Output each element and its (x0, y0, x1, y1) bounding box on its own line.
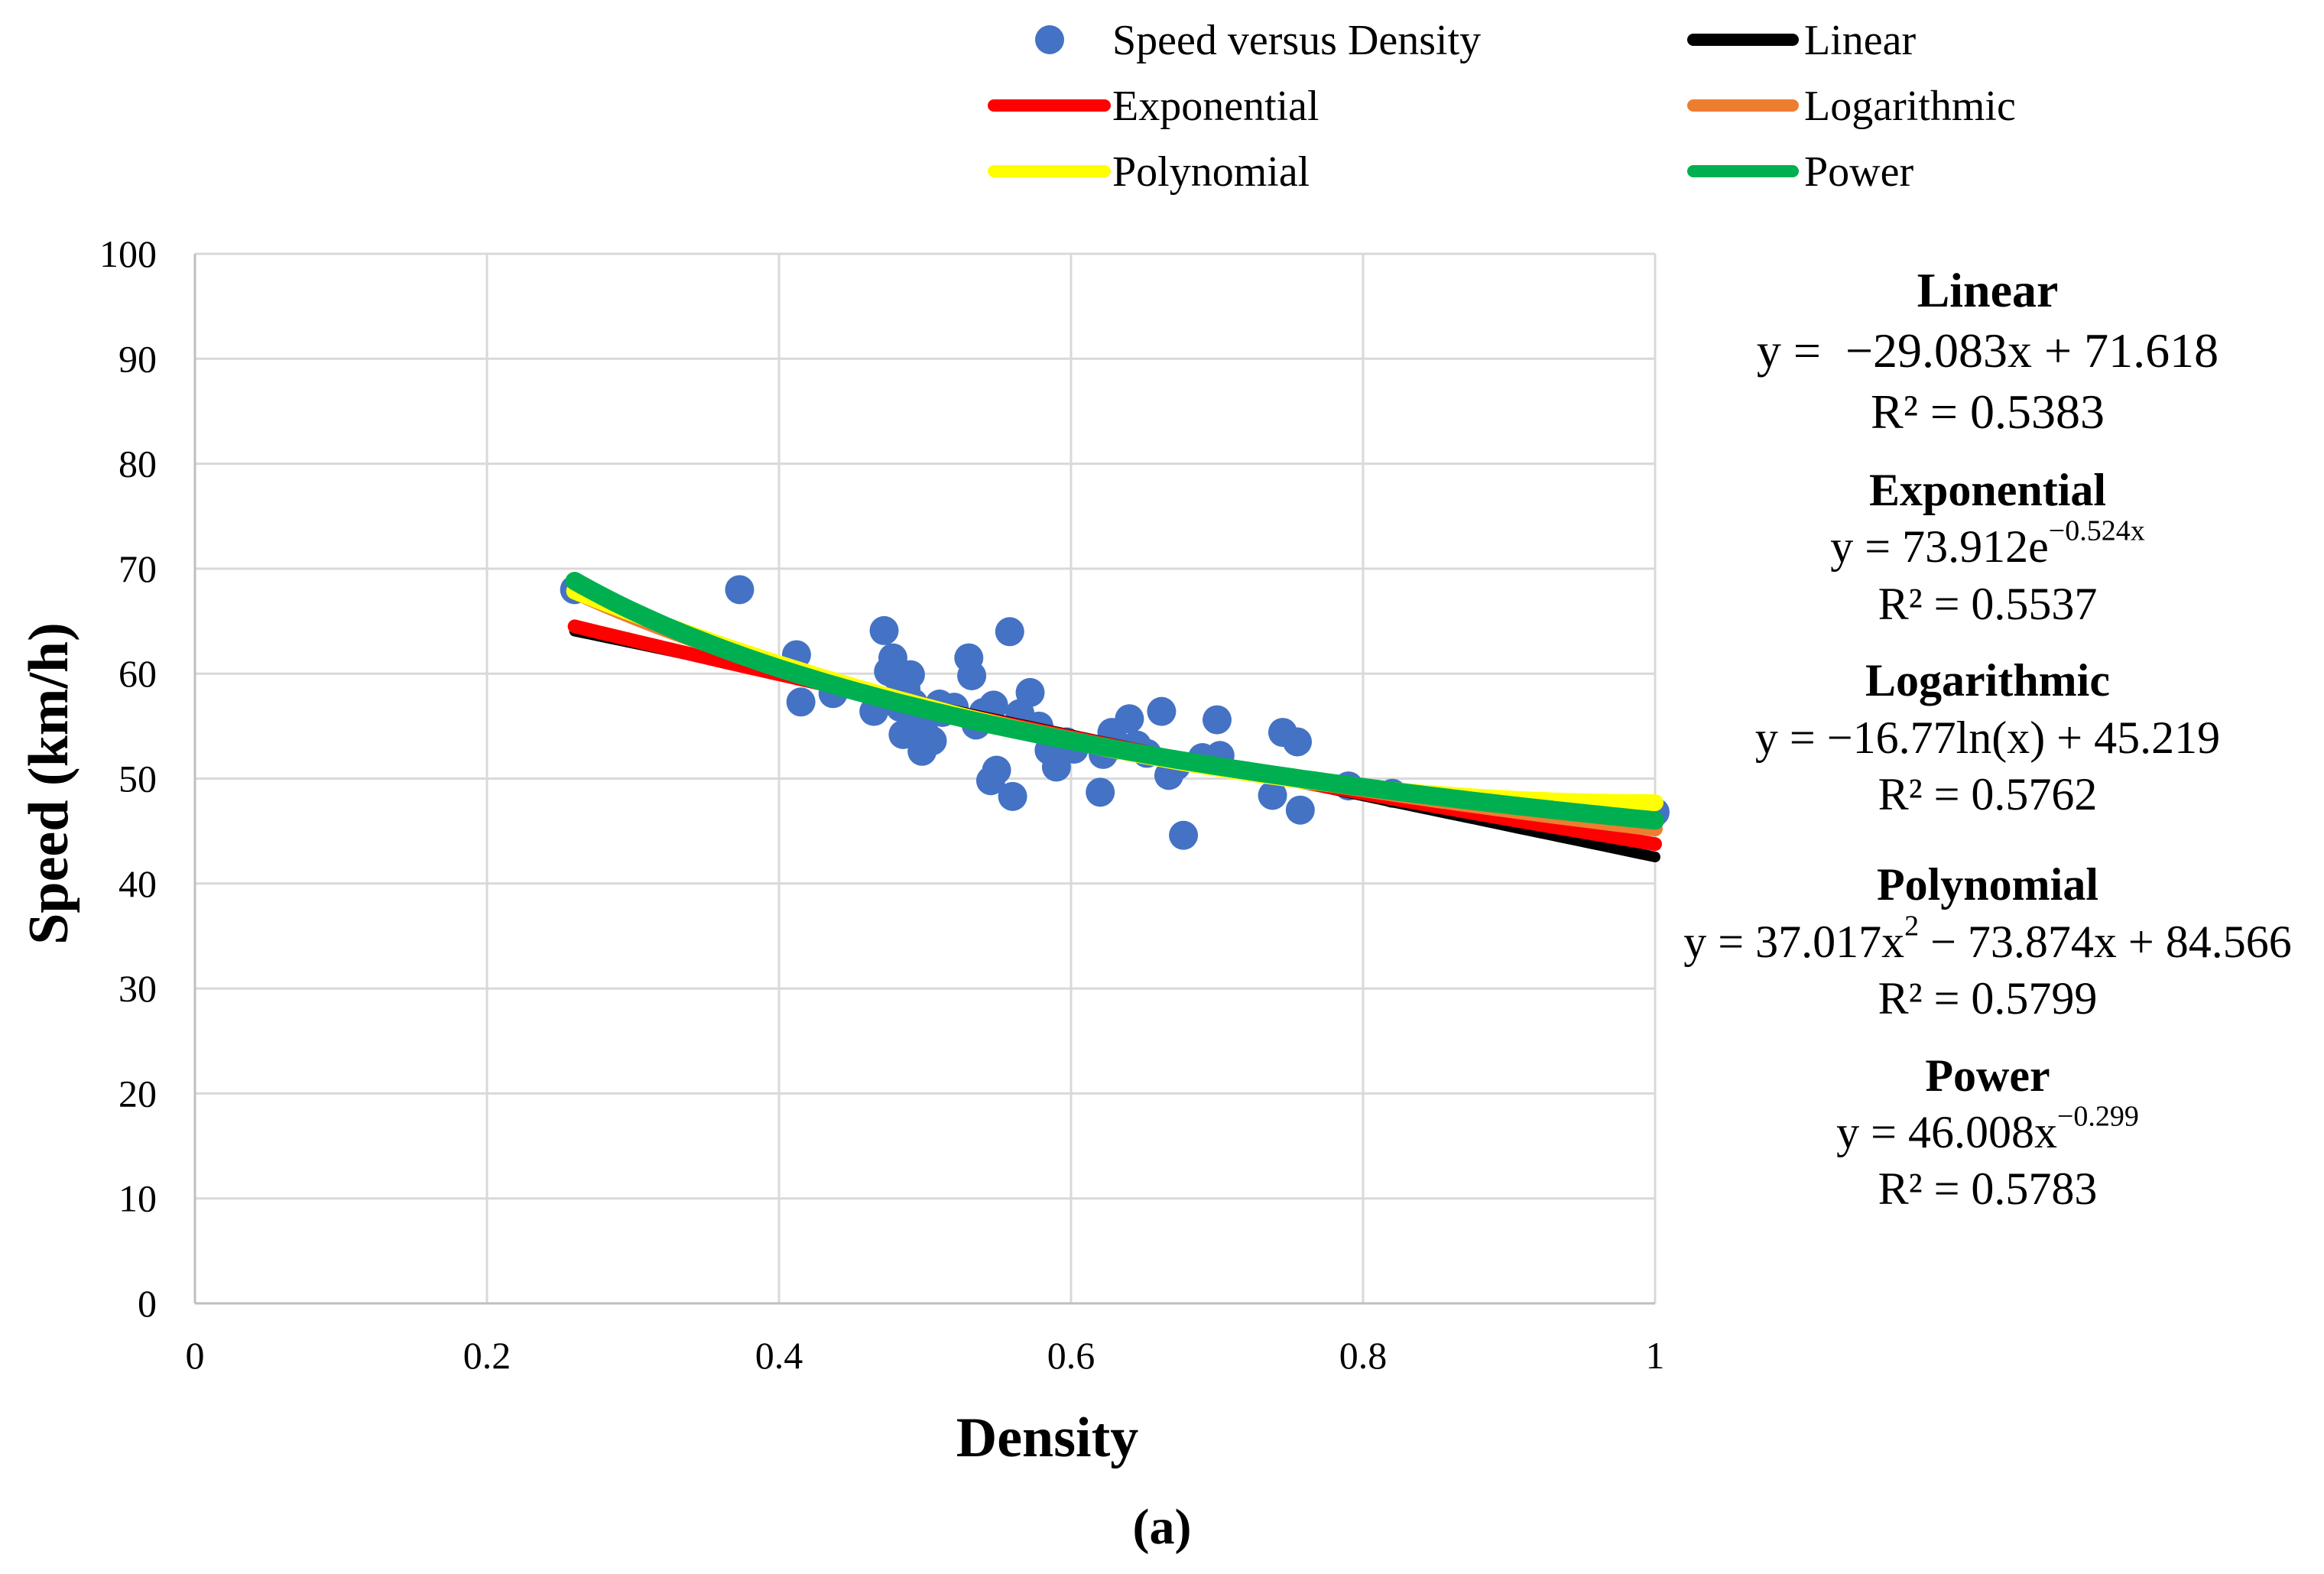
polynomial-r2: R² = 0.5799 (1878, 973, 2098, 1024)
legend-label-scatter: Speed versus Density (1112, 17, 1481, 64)
legend-label-linear: Linear (1804, 17, 1916, 64)
y-tick-60: 60 (118, 652, 157, 695)
data-point (917, 726, 947, 756)
exponential-r2: R² = 0.5537 (1878, 578, 2098, 629)
y-tick-50: 50 (118, 758, 157, 800)
y-tick-30: 30 (118, 967, 157, 1010)
logarithmic-equation-title: Logarithmic (1865, 655, 2110, 706)
grid-lines (193, 252, 1657, 1305)
data-point (1086, 777, 1115, 807)
trendline-polynomial (566, 583, 1663, 811)
y-tick-40: 40 (118, 862, 157, 905)
polynomial-equation-block: Polynomial y = 37.017x2 − 73.874x + 84.5… (1651, 856, 2324, 1027)
data-point (895, 660, 925, 690)
axis-ticks: 0 10 20 30 40 50 60 70 80 90 100 0 0.2 0.4 0.6 0.8 1 (99, 232, 1665, 1377)
trendline-power (565, 572, 1664, 830)
y-tick-90: 90 (118, 337, 157, 380)
legend-label-exponential: Exponential (1112, 83, 1319, 130)
data-point (725, 575, 755, 605)
figure-label: (a) (1132, 1499, 1192, 1555)
x-tick-0.2: 0.2 (463, 1334, 511, 1377)
exponential-equation-title: Exponential (1868, 465, 2107, 516)
data-point (998, 781, 1027, 811)
data-point (982, 755, 1011, 785)
legend-label-logarithmic: Logarithmic (1804, 83, 2016, 130)
polynomial-equation-title: Polynomial (1876, 859, 2098, 910)
logarithmic-r2: R² = 0.5762 (1878, 769, 2098, 820)
linear-equation: y = −29.083x + 71.618 (1756, 323, 2219, 378)
linear-r2: R² = 0.5383 (1871, 384, 2105, 439)
equation-panel: Linear y = −29.083x + 71.618 R² = 0.5383… (1651, 260, 2324, 1238)
data-point (1285, 795, 1315, 825)
y-axis-title: Speed (km/h) (18, 622, 80, 944)
data-point (1147, 696, 1177, 726)
x-tick-0.4: 0.4 (755, 1334, 803, 1377)
logarithmic-equation-block: Logarithmic y = −16.77ln(x) + 45.219 R² … (1651, 652, 2324, 823)
y-tick-70: 70 (118, 547, 157, 590)
x-tick-0.6: 0.6 (1047, 1334, 1095, 1377)
legend-marker-scatter (1035, 25, 1064, 54)
y-tick-0: 0 (138, 1282, 157, 1325)
logarithmic-equation: y = −16.77ln(x) + 45.219 (1754, 712, 2221, 763)
data-point (995, 617, 1024, 647)
polynomial-exponent: 2 (1904, 910, 1920, 943)
x-tick-1: 1 (1646, 1334, 1665, 1377)
plot-frame (193, 254, 1655, 1305)
legend-label-polynomial: Polynomial (1112, 148, 1310, 196)
legend-label-power: Power (1804, 148, 1913, 196)
data-point (1283, 727, 1313, 757)
data-point (1041, 752, 1071, 782)
data-point (869, 615, 899, 645)
exponential-equation: y = 73.912e−0.524x (1830, 514, 2145, 573)
y-tick-80: 80 (118, 443, 157, 485)
y-tick-20: 20 (118, 1072, 157, 1115)
x-axis-title: Density (956, 1407, 1138, 1469)
exponential-exponent: −0.524x (2048, 514, 2145, 547)
data-point (957, 660, 987, 690)
power-equation-title: Power (1925, 1050, 2050, 1101)
data-point (1203, 705, 1232, 735)
data-point (786, 687, 816, 717)
legend: Speed versus Density Linear Exponential Log… (988, 17, 2016, 196)
power-equation: y = 46.008x−0.299 (1836, 1100, 2139, 1157)
exponential-equation-block: Exponential y = 73.912e−0.524x R² = 0.55… (1651, 462, 2324, 632)
power-r2: R² = 0.5783 (1878, 1163, 2098, 1215)
y-tick-100: 100 (99, 232, 157, 275)
data-point (1115, 704, 1144, 734)
y-tick-10: 10 (118, 1177, 157, 1220)
power-equation-block: Power y = 46.008x−0.299 R² = 0.5783 (1651, 1047, 2324, 1218)
linear-equation-block: Linear y = −29.083x + 71.618 R² = 0.5383 (1651, 260, 2324, 442)
linear-equation-title: Linear (1917, 263, 2059, 317)
data-point (1258, 781, 1287, 810)
scatter-points (560, 575, 1670, 850)
trendlines (565, 572, 1664, 862)
x-tick-0: 0 (186, 1334, 205, 1377)
data-point (1015, 677, 1045, 707)
data-point (1169, 820, 1199, 850)
polynomial-equation: y = 37.017x2 − 73.874x + 84.566 (1683, 910, 2292, 967)
power-exponent: −0.299 (2056, 1100, 2139, 1133)
x-tick-0.8: 0.8 (1339, 1334, 1388, 1377)
